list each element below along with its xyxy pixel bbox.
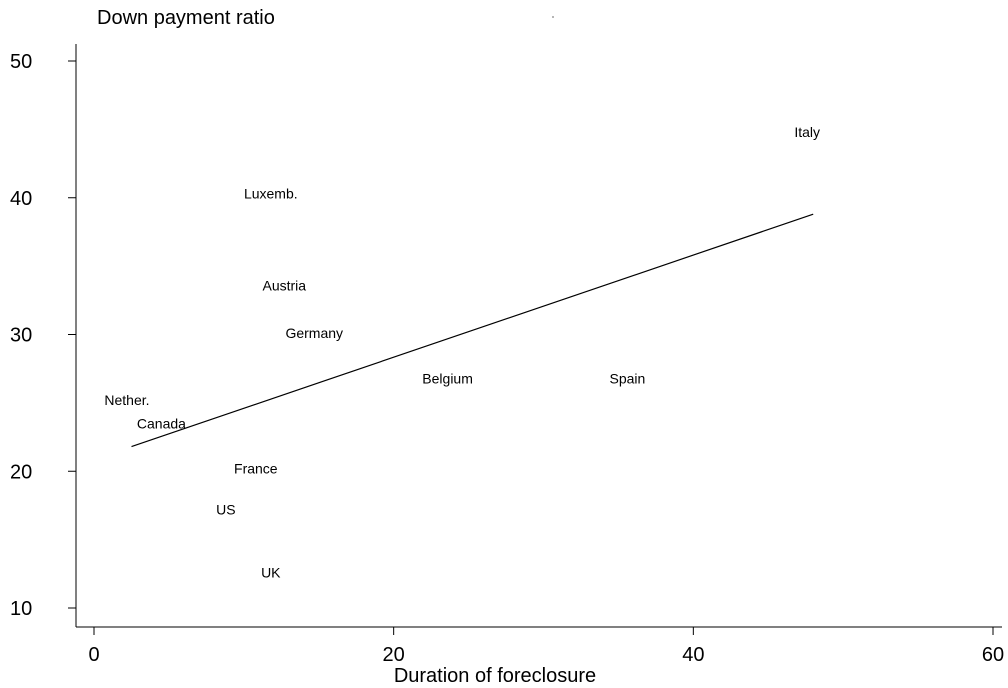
- fit-line: [131, 213, 814, 448]
- y-tick-label: 30: [10, 325, 32, 347]
- point-label-italy: Italy: [794, 124, 820, 140]
- x-tick-label: 20: [383, 644, 405, 666]
- point-label-canada: Canada: [137, 415, 186, 431]
- point-label-austria: Austria: [262, 277, 306, 293]
- x-tick-label: 60: [982, 644, 1004, 666]
- y-axis-label: Down payment ratio: [97, 7, 275, 29]
- x-tick-label: 40: [682, 644, 704, 666]
- y-tick-label: 20: [10, 461, 32, 483]
- y-ticks: 10 20 30 40 50: [10, 51, 76, 620]
- y-tick-label: 40: [10, 188, 32, 210]
- point-label-uk: UK: [261, 564, 281, 580]
- point-label-germany: Germany: [285, 325, 343, 341]
- x-axis-label: Duration of foreclosure: [394, 665, 596, 687]
- axes: [75, 44, 1002, 628]
- point-label-belgium: Belgium: [422, 370, 473, 386]
- point-label-luxemb: Luxemb.: [244, 186, 298, 202]
- y-tick-label: 10: [10, 598, 32, 620]
- x-ticks: 0 20 40 60: [88, 627, 1004, 666]
- point-labels: Italy Luxemb. Austria Germany Belgium Spain Ne…: [104, 124, 820, 580]
- stray-dot: [552, 16, 554, 18]
- point-label-us: US: [216, 502, 235, 518]
- x-tick-label: 0: [88, 644, 99, 666]
- point-label-france: France: [234, 461, 278, 477]
- point-label-nether: Nether.: [104, 392, 149, 408]
- point-label-spain: Spain: [610, 370, 646, 386]
- y-tick-label: 50: [10, 51, 32, 73]
